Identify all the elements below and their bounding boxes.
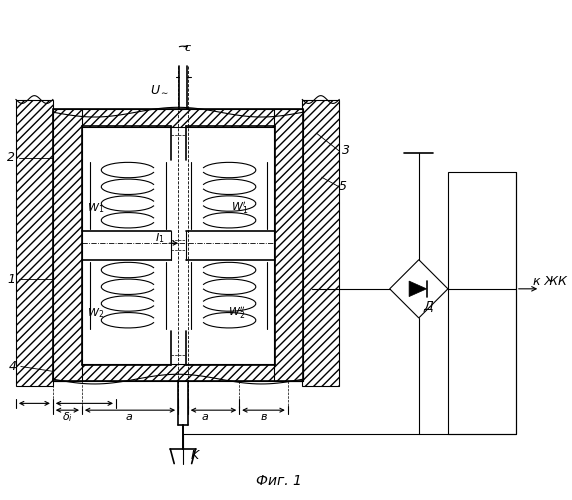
Text: $W_2$: $W_2$	[87, 306, 104, 320]
Text: $c$: $c$	[184, 43, 192, 53]
Text: $W_1'$: $W_1'$	[231, 200, 248, 216]
Text: 3: 3	[342, 144, 350, 158]
Text: $a$: $a$	[201, 412, 209, 422]
Polygon shape	[409, 281, 427, 296]
Text: к ЖК: к ЖК	[533, 274, 567, 287]
Text: $W_2''$: $W_2''$	[228, 305, 246, 321]
Text: 4: 4	[9, 360, 17, 373]
Text: 1: 1	[7, 272, 15, 285]
Bar	[448, 172, 516, 434]
Bar	[53, 109, 82, 381]
Bar	[303, 100, 339, 386]
Text: $\delta_i$: $\delta_i$	[62, 410, 73, 424]
Text: 5: 5	[339, 180, 347, 194]
Text: Фиг. 1: Фиг. 1	[256, 474, 302, 488]
Bar	[53, 364, 303, 381]
Text: Д: Д	[424, 300, 434, 313]
Text: $I_1$: $I_1$	[155, 232, 164, 245]
Bar	[16, 100, 53, 386]
Bar	[274, 109, 303, 381]
Text: $K$: $K$	[190, 450, 201, 462]
Text: $U_\sim$: $U_\sim$	[150, 84, 169, 96]
Text: 2: 2	[7, 152, 15, 164]
Bar	[53, 109, 303, 381]
Text: $W_1$: $W_1$	[87, 202, 104, 215]
Text: $в$: $в$	[260, 412, 268, 422]
Bar	[53, 109, 303, 126]
Text: $a$: $a$	[125, 412, 134, 422]
